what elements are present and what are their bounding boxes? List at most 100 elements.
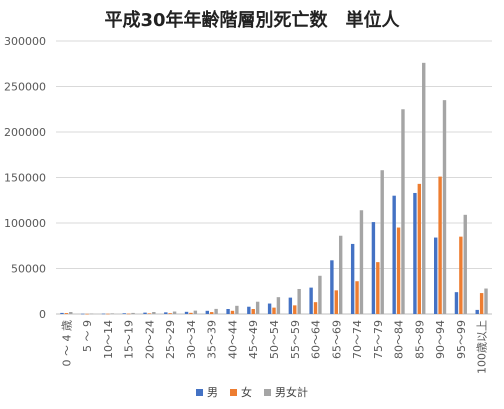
bar-female [479, 293, 484, 314]
bar-total [172, 311, 177, 314]
x-tick-label: 20～24 [143, 320, 156, 359]
bar-male [101, 313, 106, 315]
x-tick-label: 100歳以上 [476, 320, 489, 374]
bar-female [334, 290, 338, 314]
legend-item: 男女計 [264, 384, 308, 400]
x-tick-label: 60～64 [310, 320, 323, 359]
legend-swatch [196, 388, 203, 396]
bar-male [454, 292, 459, 314]
legend-item: 女 [230, 384, 252, 400]
bar-female [168, 313, 172, 314]
bar-total [110, 313, 114, 314]
bar-female [85, 313, 89, 315]
x-tick-label: 10～14 [102, 320, 115, 359]
bar-total [276, 297, 281, 314]
x-tick-label: 65～69 [330, 320, 343, 359]
bar-male [330, 260, 334, 314]
bar-male [205, 310, 210, 314]
chart-title: 平成30年年齢階層別死亡数 単位人 [104, 10, 400, 31]
bar-total [131, 312, 135, 314]
bar-female [293, 305, 297, 314]
bar-chart: 0 50000 100000 150000 200000 250000 300000 0 ～… [4, 35, 492, 374]
x-tick-label: 40～44 [226, 320, 239, 359]
bar-female [210, 312, 214, 314]
bar-female [438, 176, 442, 314]
bar-female [272, 307, 276, 314]
bar-female [376, 262, 380, 314]
bar-total [442, 100, 447, 315]
bar-female [313, 302, 318, 314]
y-axis-labels: 0 50000 100000 150000 200000 250000 300000 [4, 35, 46, 321]
bar-total [235, 305, 239, 314]
x-tick-label: 85～89 [413, 320, 426, 359]
y-tick-label: 200000 [4, 126, 46, 139]
bars [60, 62, 488, 315]
bar-male [122, 313, 126, 314]
bar-female [417, 183, 422, 314]
y-tick-label: 0 [39, 308, 46, 321]
bar-male [164, 312, 168, 314]
x-tick-label: 25～29 [164, 320, 177, 359]
x-tick-label: 30～34 [185, 320, 198, 359]
bar-female [126, 313, 131, 315]
bar-total [152, 312, 156, 314]
legend-label: 女 [241, 386, 252, 399]
bar-male [60, 312, 64, 314]
bar-female [355, 281, 359, 314]
bar-total [463, 214, 467, 314]
bar-total [422, 62, 426, 315]
bar-total [69, 312, 73, 314]
bar-total [89, 313, 94, 315]
bar-total [318, 275, 322, 314]
bar-male [247, 306, 251, 314]
y-tick-label: 250000 [4, 81, 46, 94]
gridlines [56, 40, 492, 315]
legend: 男 女 男女計 [0, 384, 504, 400]
x-tick-label: 45～49 [247, 320, 260, 359]
x-tick-label: 70～74 [351, 320, 364, 359]
x-tick-label: 55～59 [289, 320, 302, 359]
bar-male [143, 312, 147, 314]
y-tick-label: 50000 [11, 263, 46, 276]
bar-male [371, 222, 376, 314]
x-tick-label: 75～79 [372, 320, 385, 359]
bar-total [359, 210, 364, 314]
y-tick-label: 300000 [4, 35, 46, 48]
y-tick-label: 150000 [4, 172, 46, 185]
bar-female [189, 312, 193, 314]
bar-total [255, 301, 260, 314]
bar-total [338, 235, 343, 314]
bar-female [147, 313, 152, 314]
bar-total [380, 170, 384, 314]
x-tick-label: 5 ～ 9 [81, 320, 94, 352]
y-tick-label: 100000 [4, 217, 46, 230]
x-tick-label: 15～19 [123, 320, 136, 359]
x-tick-label: 90～94 [434, 320, 447, 359]
bar-male [267, 303, 272, 314]
bar-female [106, 313, 110, 315]
bar-male [392, 195, 396, 314]
bar-total [484, 288, 488, 314]
bar-male [350, 243, 355, 314]
bar-male [434, 237, 438, 314]
bar-total [297, 288, 301, 314]
x-axis-labels: 0 ～ 4 歳 5 ～ 9 10～14 15～19 20～24 25～29 30～34 35～… [60, 320, 488, 374]
bar-female [64, 313, 69, 314]
legend-swatch [264, 388, 271, 396]
legend-label: 男 [207, 386, 218, 399]
x-tick-label: 0 ～ 4 歳 [60, 320, 73, 367]
bar-total [401, 109, 405, 314]
bar-male [475, 309, 479, 314]
legend-item: 男 [196, 384, 218, 400]
bar-male [413, 192, 417, 314]
bar-male [226, 309, 230, 314]
legend-swatch [230, 388, 237, 396]
bar-female [396, 227, 401, 314]
bar-male [184, 311, 189, 314]
bar-total [193, 310, 198, 314]
bar-total [214, 308, 218, 314]
bar-male [288, 297, 293, 314]
bar-male [309, 287, 313, 314]
bar-male [81, 313, 85, 315]
